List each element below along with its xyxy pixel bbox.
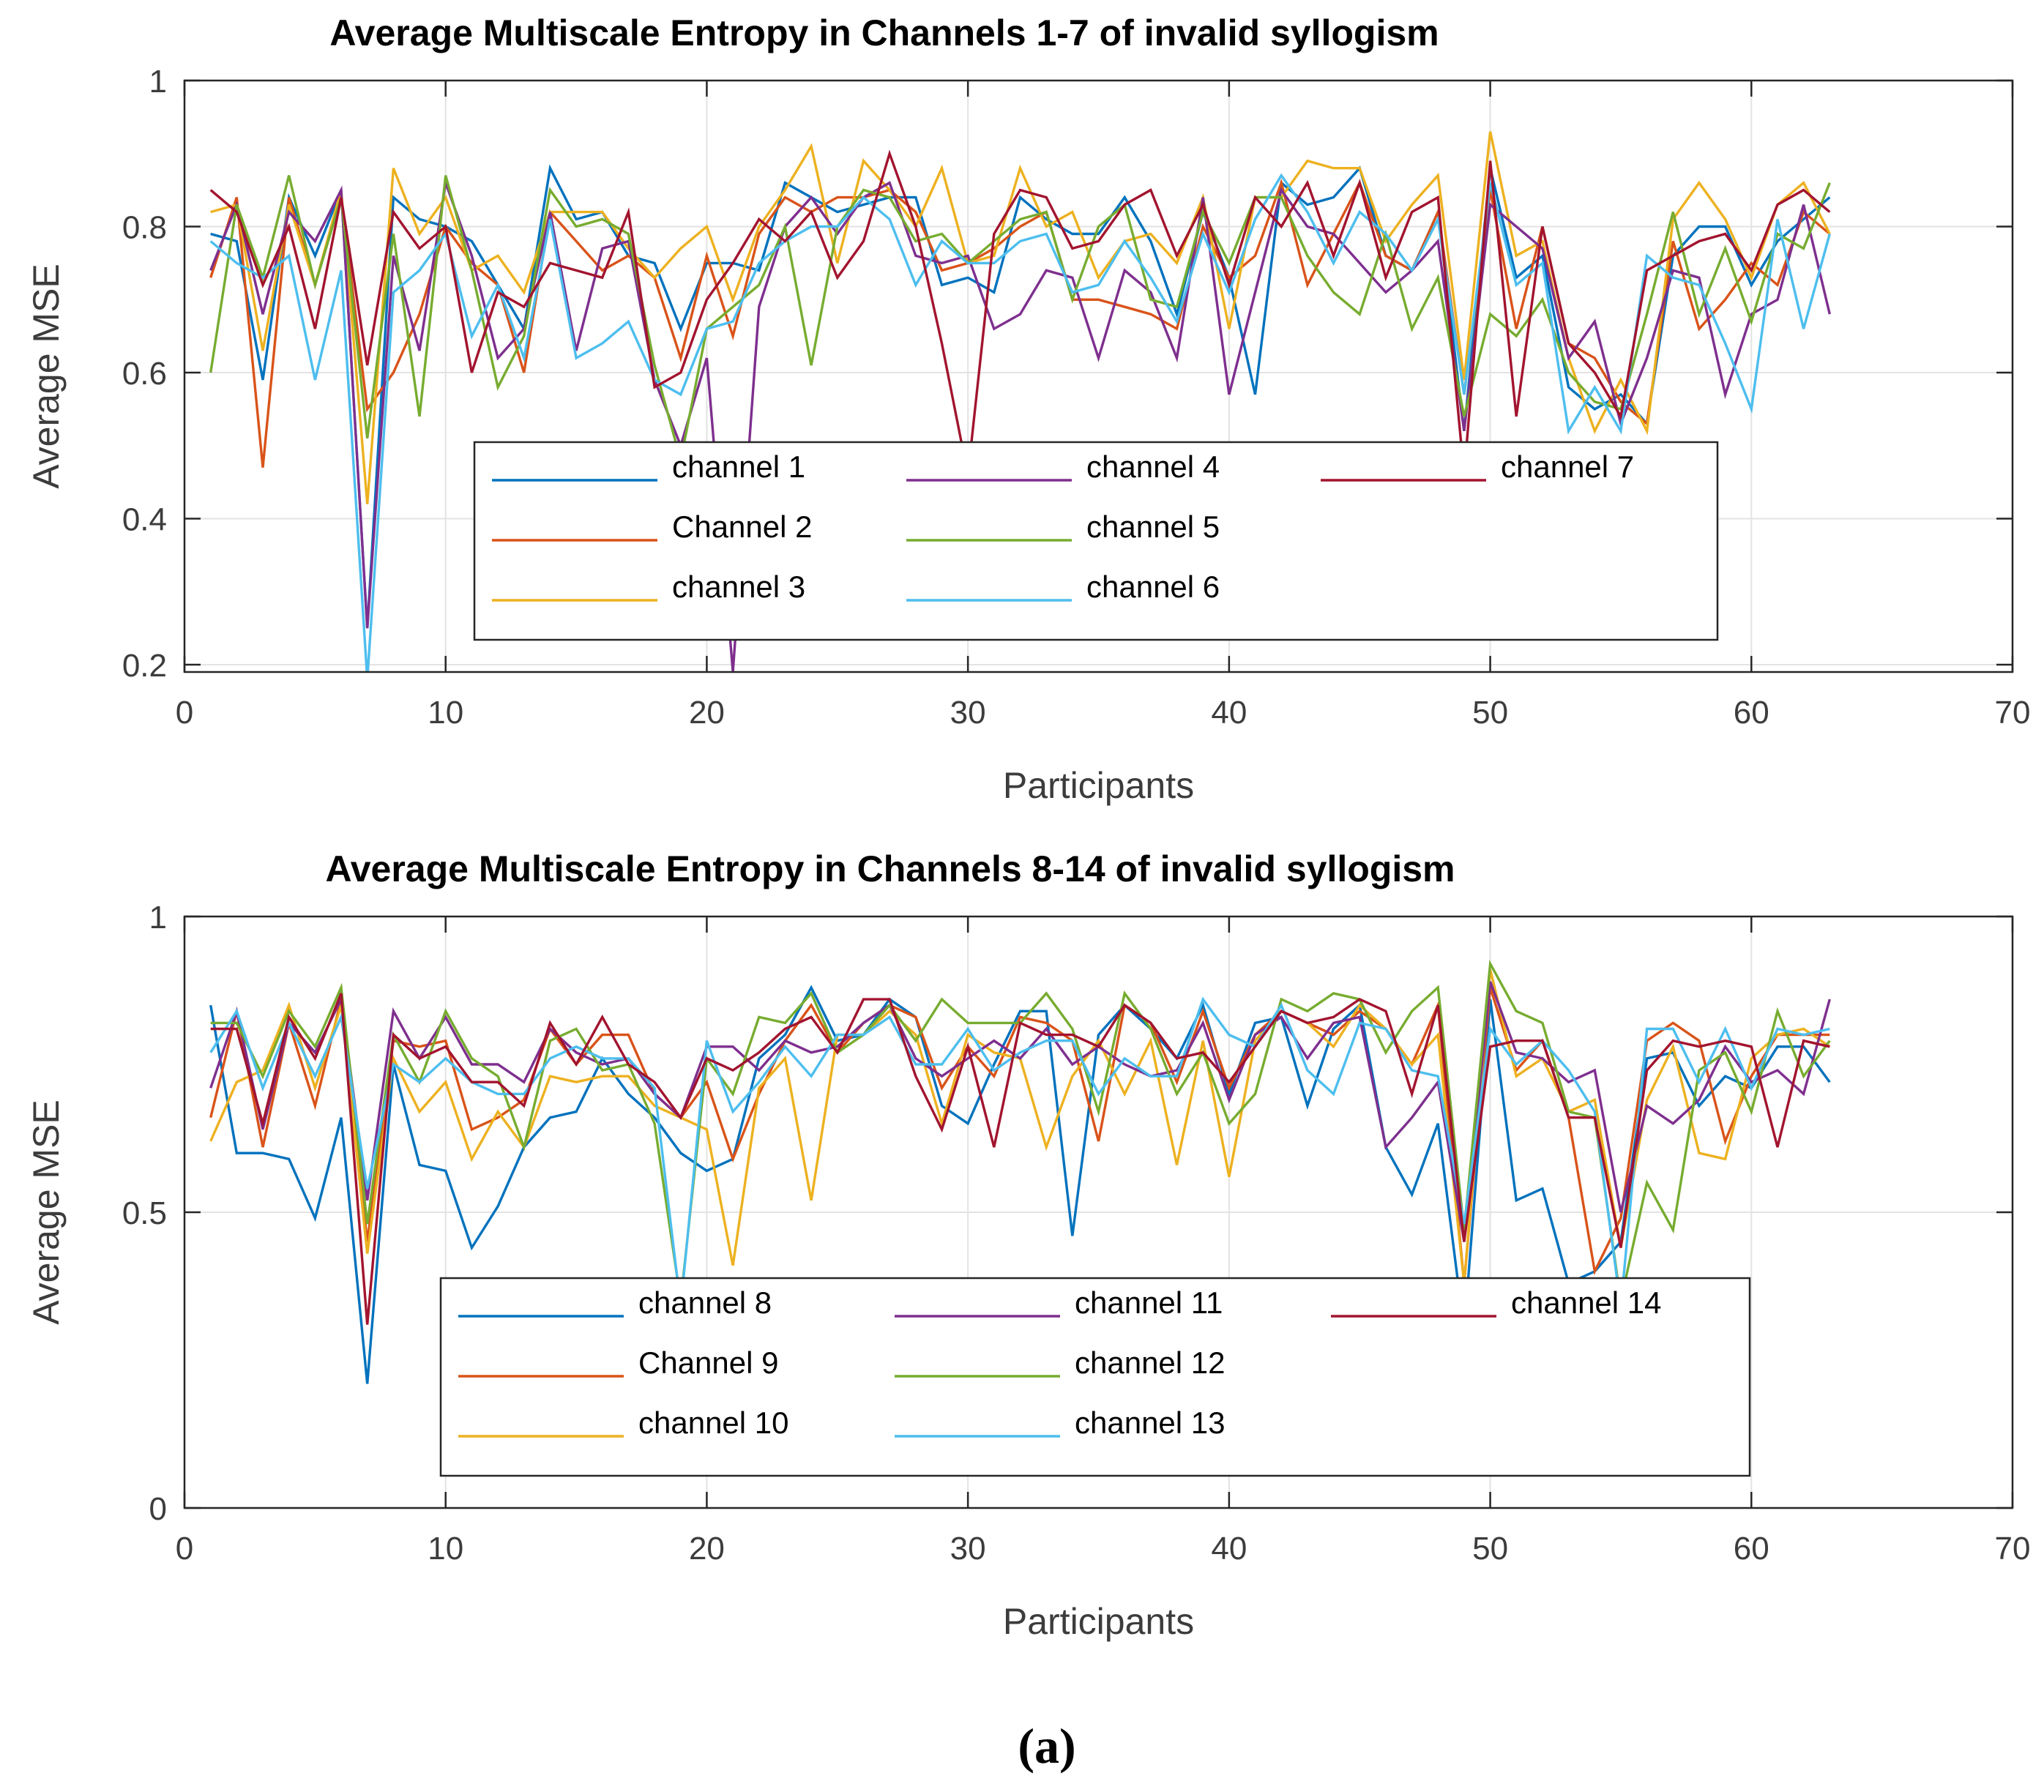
x-tick-label: 30 [950,695,986,731]
legend-box [473,441,1719,641]
y-tick-label: 0.8 [122,210,167,246]
y-tick-label: 1 [149,900,167,936]
y-tick-label: 0.6 [122,356,167,392]
legend-label: Channel 2 [672,509,812,544]
x-tick-label: 50 [1472,1531,1508,1567]
chart-bottom: Average Multiscale Entropy in Channels 8… [26,848,2030,1642]
x-tick-label: 60 [1734,1531,1769,1567]
y-axis-label: Average MSE [26,264,67,489]
legend-label: channel 4 [1086,449,1220,484]
legend-label: channel 12 [1075,1345,1226,1380]
x-tick-label: 70 [1995,695,2031,731]
legend-label: channel 8 [638,1285,772,1320]
x-tick-label: 0 [176,695,193,731]
legend-label: channel 11 [1075,1285,1223,1320]
x-axis-label: Participants [1003,1601,1194,1642]
x-tick-label: 20 [689,695,725,731]
figure-caption: (a) [1018,1718,1075,1774]
legend: channel 1 Channel 2 channel 3 channel 4 chan… [473,441,1719,641]
y-tick-label: 0.4 [122,502,167,538]
legend-label: channel 7 [1501,449,1634,484]
legend-label: channel 14 [1511,1285,1662,1320]
series-line-channel-6 [209,173,1831,672]
series-line-channel-8 [209,985,1831,1384]
legend-label: Channel 9 [638,1345,778,1380]
legend-label: channel 10 [638,1405,789,1440]
legend-label: channel 1 [672,449,805,484]
y-axis-label: Average MSE [26,1100,67,1325]
chart-top: Average Multiscale Entropy in Channels 1… [26,12,2030,806]
x-tick-label: 40 [1211,1531,1247,1567]
x-tick-label: 0 [176,1531,193,1567]
series-line-channel-7 [209,149,1831,476]
legend: channel 8 Channel 9 channel 10 channel 11 ch… [439,1277,1751,1477]
series-line-channel-5 [209,175,1831,461]
x-axis-label: Participants [1003,765,1194,806]
x-tick-label: 20 [689,1531,725,1567]
y-tick-label: 1 [149,64,167,100]
x-tick-label: 70 [1995,1531,2031,1567]
chart-title: Average Multiscale Entropy in Channels 1… [329,12,1439,53]
series-group [209,131,1831,672]
y-tick-label: 0 [149,1491,167,1527]
legend-label: channel 6 [1086,570,1220,604]
legend-label: channel 5 [1086,509,1220,544]
series-group [209,959,1831,1384]
series-line-channel-4 [209,181,1831,672]
x-tick-label: 10 [428,1531,463,1567]
series-line-channel-13 [209,996,1830,1307]
legend-label: channel 13 [1075,1405,1226,1440]
x-tick-label: 40 [1211,695,1247,731]
x-tick-label: 10 [428,695,463,731]
x-tick-label: 30 [950,1531,986,1567]
series-line-channel-1 [210,164,1831,629]
axes-box [183,79,2014,673]
chart-title: Average Multiscale Entropy in Channels 8… [325,848,1455,889]
x-tick-label: 50 [1472,695,1508,731]
legend-label: channel 3 [672,570,805,604]
y-tick-label: 0.5 [122,1195,167,1231]
y-tick-label: 0.2 [122,648,167,684]
x-tick-label: 60 [1734,695,1769,731]
legend-box [439,1277,1751,1477]
series-line-channel-14 [210,993,1830,1325]
